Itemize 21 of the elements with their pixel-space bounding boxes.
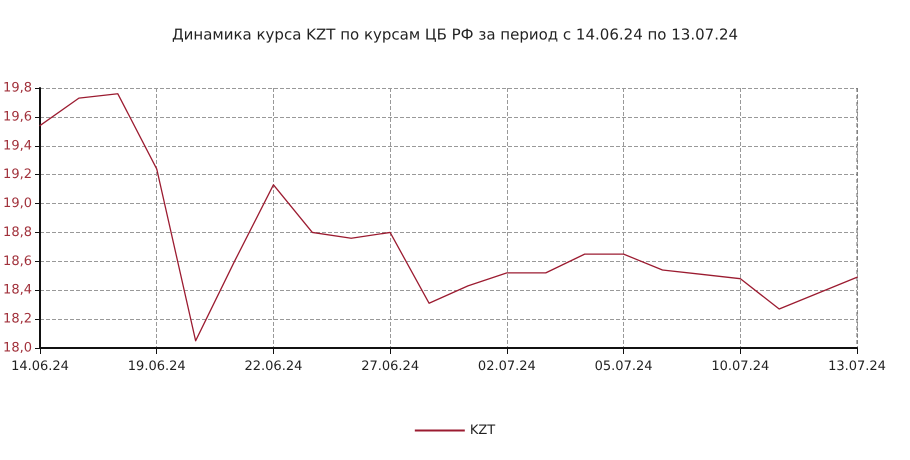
y-tick-label: 18,2 [3,312,32,327]
x-tick-label: 22.06.24 [244,359,302,374]
x-tick-label: 19.06.24 [128,359,186,374]
line-series [39,93,858,342]
y-tick-label: 19,8 [3,80,32,96]
x-tick-label: 13.07.24 [828,359,886,374]
y-tick-label: 18,0 [3,340,32,356]
x-tick-label: 05.07.24 [594,359,653,374]
y-tick-label: 18,4 [3,282,32,298]
x-tick-label: 10.07.24 [711,359,770,374]
y-tick-label: 19,6 [3,109,32,124]
y-tick-label: 19,2 [3,167,32,182]
legend-label: KZT [470,423,496,438]
y-tick-label: 18,8 [3,224,32,240]
x-tick-label: 14.06.24 [11,359,69,374]
y-tick-label: 18,6 [3,254,32,269]
x-tick-label: 27.06.24 [361,359,420,374]
y-tick-label: 19,0 [3,196,32,212]
y-tick-label: 19,4 [3,138,32,154]
x-tick-label: 02.07.24 [478,359,536,374]
chart-title: Динамика курса KZT по курсам ЦБ РФ за период с 14.06.24 по 13.07.24 [172,26,738,44]
